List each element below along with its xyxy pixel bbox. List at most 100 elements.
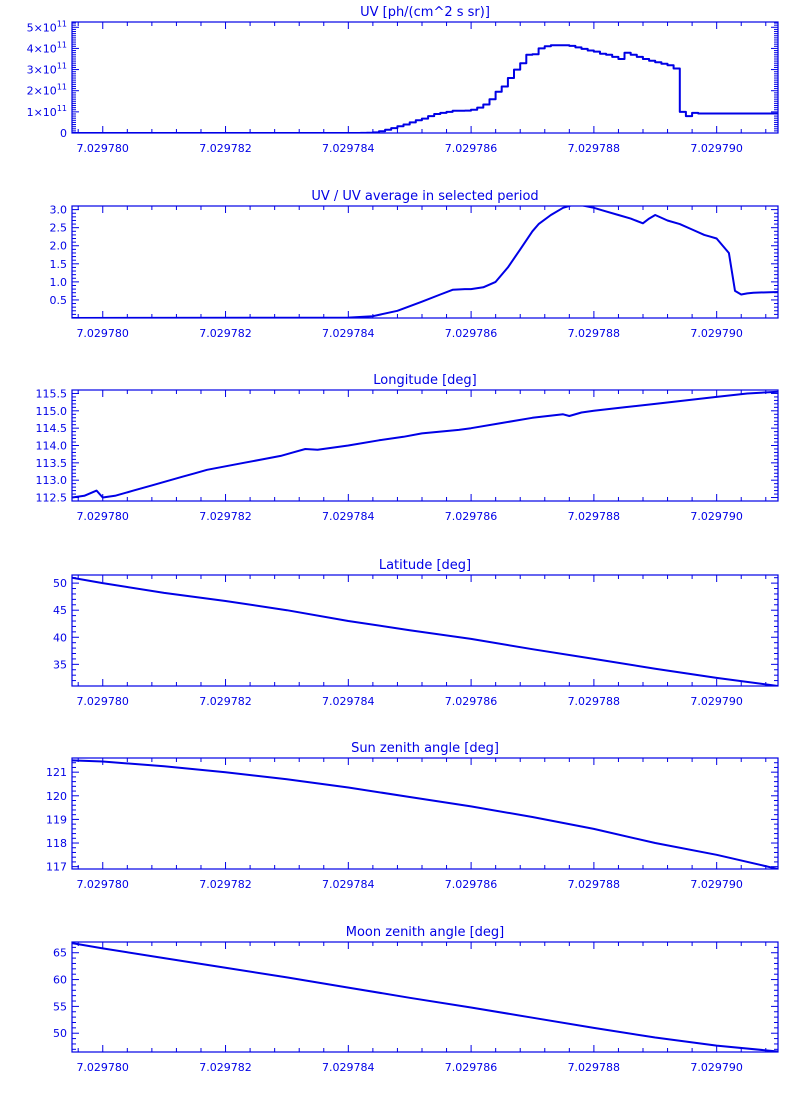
x-tick-label: 7.029786	[445, 327, 498, 340]
y-tick-base: 65	[53, 947, 67, 960]
x-tick-label: 7.029788	[568, 510, 621, 523]
y-tick-label: 1.5	[50, 258, 68, 271]
y-tick-label: 1.0	[50, 276, 68, 289]
y-tick-base: 50	[53, 577, 67, 590]
y-tick-base: 114.0	[36, 440, 68, 453]
x-tick-label: 7.029780	[76, 1061, 129, 1074]
y-tick-base: 60	[53, 974, 67, 987]
y-tick-base: 2.0	[50, 240, 68, 253]
x-tick-label: 7.029782	[199, 695, 252, 708]
y-tick-base: 5×10	[27, 21, 57, 34]
y-tick-base: 113.5	[36, 457, 68, 470]
data-series-line	[72, 44, 778, 133]
plot-frame	[71, 21, 779, 134]
x-tick-label: 7.029790	[690, 142, 743, 155]
y-tick-label: 115.5	[36, 387, 68, 400]
x-tick-label: 7.029790	[690, 327, 743, 340]
y-tick-base: 0.5	[50, 294, 68, 307]
y-tick-label: 1×1011	[27, 104, 67, 119]
panel-title: Moon zenith angle [deg]	[346, 925, 504, 940]
x-tick-label: 7.029786	[445, 695, 498, 708]
x-tick-label: 7.029786	[445, 142, 498, 155]
plot-frame	[71, 389, 779, 502]
x-tick-label: 7.029788	[568, 1061, 621, 1074]
data-series-line	[72, 390, 778, 499]
y-tick-label: 0.5	[50, 294, 68, 307]
y-tick-label: 55	[53, 1000, 67, 1013]
y-tick-base: 40	[53, 631, 67, 644]
y-tick-base: 117	[46, 861, 67, 874]
y-tick-exponent: 11	[57, 62, 67, 71]
panel-2: UV / UV average in selected period 7.0297…	[50, 189, 779, 340]
x-tick-label: 7.029782	[199, 327, 252, 340]
y-tick-base: 1.0	[50, 276, 68, 289]
y-tick-base: 115.0	[36, 405, 68, 418]
y-tick-base: 112.5	[36, 492, 68, 505]
y-tick-label: 5×1011	[27, 19, 67, 34]
x-tick-label: 7.029790	[690, 695, 743, 708]
x-tick-label: 7.029786	[445, 878, 498, 891]
panel-title: Sun zenith angle [deg]	[351, 741, 499, 756]
x-tick-label: 7.029780	[76, 142, 129, 155]
y-tick-label: 2.0	[50, 240, 68, 253]
y-tick-label: 119	[46, 813, 67, 826]
y-tick-label: 112.5	[36, 492, 68, 505]
y-tick-label: 117	[46, 861, 67, 874]
x-tick-label: 7.029788	[568, 327, 621, 340]
x-tick-label: 7.029786	[445, 1061, 498, 1074]
panel-5: Sun zenith angle [deg] 7.029780 7.029782 7.…	[46, 741, 779, 891]
x-tick-label: 7.029782	[199, 142, 252, 155]
x-tick-label: 7.029784	[322, 327, 375, 340]
y-tick-label: 40	[53, 631, 67, 644]
y-tick-base: 114.5	[36, 422, 68, 435]
x-tick-label: 7.029784	[322, 510, 375, 523]
y-tick-label: 50	[53, 1027, 67, 1040]
y-tick-base: 118	[46, 837, 67, 850]
y-tick-base: 3.0	[50, 204, 68, 217]
plot-frame	[71, 205, 779, 319]
x-tick-label: 7.029780	[76, 878, 129, 891]
y-tick-label: 65	[53, 947, 67, 960]
y-tick-base: 1.5	[50, 258, 68, 271]
y-tick-label: 2.5	[50, 222, 68, 235]
panel-1: UV [ph/(cm^2 s sr)] 7.029780 7.029782 7.029…	[27, 5, 779, 155]
y-tick-label: 2×1011	[27, 83, 67, 98]
y-tick-label: 35	[53, 658, 67, 671]
x-tick-label: 7.029790	[690, 1061, 743, 1074]
x-tick-label: 7.029782	[199, 510, 252, 523]
x-tick-label: 7.029784	[322, 1061, 375, 1074]
x-tick-label: 7.029788	[568, 695, 621, 708]
x-tick-label: 7.029782	[199, 1061, 252, 1074]
y-tick-base: 119	[46, 813, 67, 826]
y-tick-label: 50	[53, 577, 67, 590]
y-tick-base: 120	[46, 790, 67, 803]
x-tick-label: 7.029782	[199, 878, 252, 891]
y-tick-label: 115.0	[36, 405, 68, 418]
y-tick-base: 4×10	[27, 42, 57, 55]
y-tick-base: 113.0	[36, 474, 68, 487]
y-tick-label: 3.0	[50, 204, 68, 217]
data-series-line	[72, 759, 778, 869]
panel-4: Latitude [deg] 7.029780 7.029782 7.029784 7.…	[53, 558, 779, 708]
y-tick-label: 60	[53, 974, 67, 987]
plot-frame	[71, 941, 779, 1053]
data-series-line	[72, 942, 778, 1052]
y-tick-label: 4×1011	[27, 40, 67, 55]
panel-3: Longitude [deg] 7.029780 7.029782 7.029784 7…	[36, 373, 779, 523]
x-tick-label: 7.029788	[568, 142, 621, 155]
y-tick-base: 3×10	[27, 64, 57, 77]
panel-title: UV / UV average in selected period	[311, 189, 538, 204]
x-tick-label: 7.029780	[76, 695, 129, 708]
x-tick-label: 7.029790	[690, 510, 743, 523]
x-tick-label: 7.029780	[76, 510, 129, 523]
y-tick-base: 1×10	[27, 106, 57, 119]
y-tick-base: 0	[60, 127, 67, 140]
panel-6: Moon zenith angle [deg] 7.029780 7.029782 7…	[53, 925, 779, 1074]
y-tick-label: 113.5	[36, 457, 68, 470]
y-tick-label: 3×1011	[27, 62, 67, 77]
data-series-line	[72, 206, 778, 318]
y-tick-base: 35	[53, 658, 67, 671]
y-tick-label: 114.0	[36, 440, 68, 453]
y-tick-base: 55	[53, 1000, 67, 1013]
